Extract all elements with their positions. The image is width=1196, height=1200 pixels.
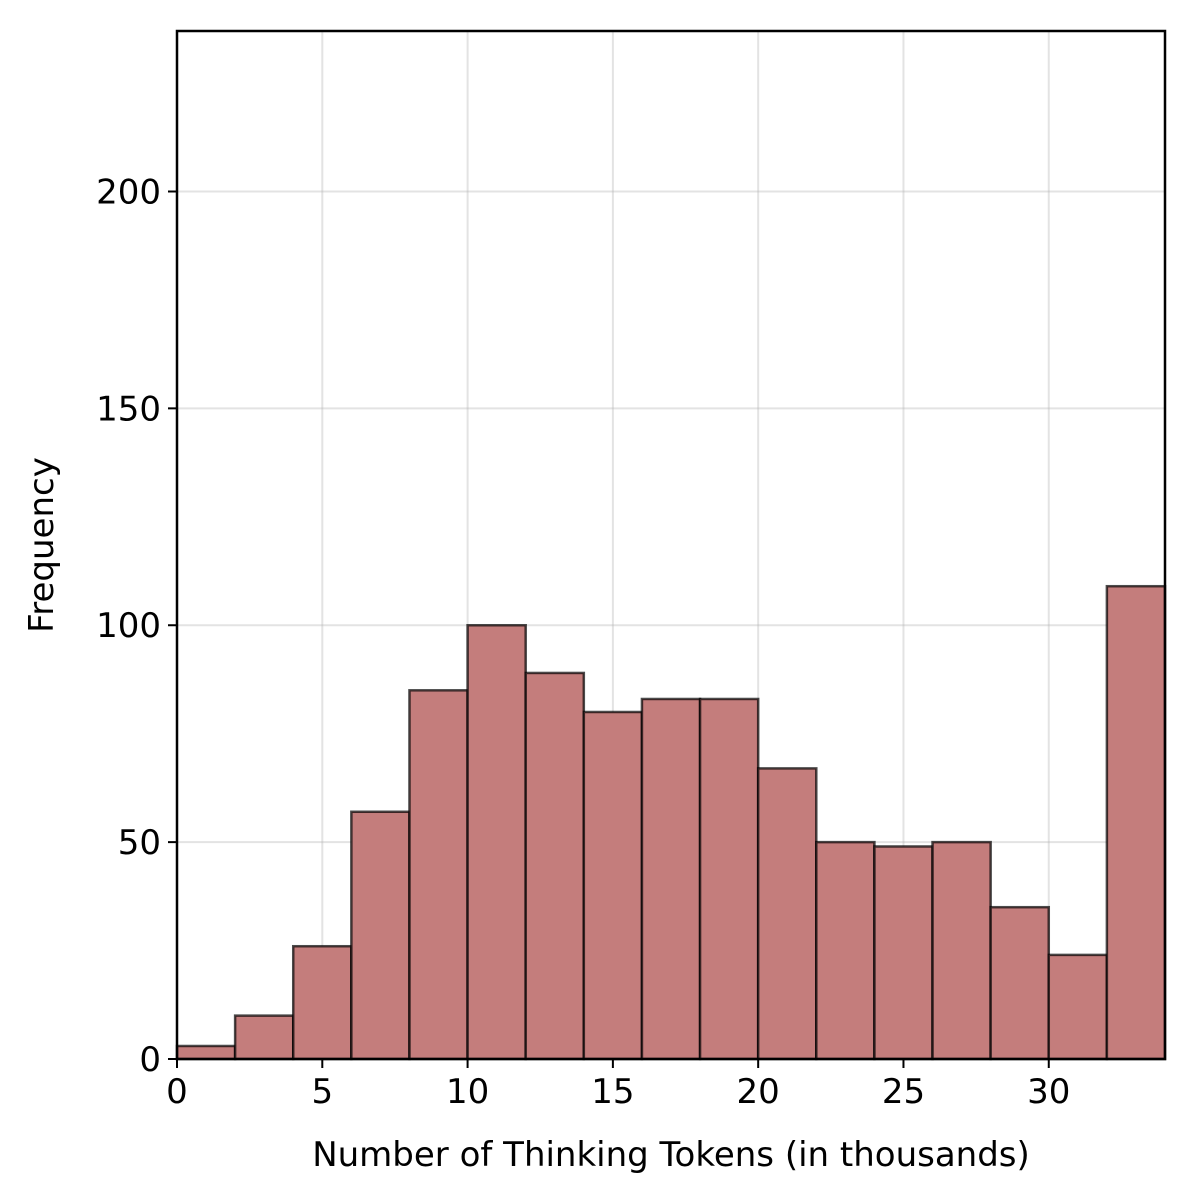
histogram-bars bbox=[175, 584, 1167, 1061]
histogram-bar bbox=[466, 623, 527, 1061]
y-axis-label: Frequency bbox=[22, 457, 62, 633]
histogram-bar bbox=[931, 840, 992, 1061]
histogram-bar bbox=[233, 1014, 295, 1061]
axis-ticks: 0 5 10 15 20 25 30 0 50 100 150 200 bbox=[96, 172, 1070, 1112]
histogram-bar bbox=[408, 689, 469, 1061]
x-tick-label: 25 bbox=[882, 1072, 925, 1112]
x-tick-label: 30 bbox=[1027, 1072, 1070, 1112]
y-tick-label: 150 bbox=[96, 389, 161, 429]
plot-frame bbox=[175, 29, 1167, 1061]
histogram-bar bbox=[291, 944, 353, 1061]
histogram-bar bbox=[698, 697, 760, 1061]
histogram-bar bbox=[175, 1044, 237, 1061]
histogram-bar bbox=[756, 767, 818, 1061]
histogram-bar bbox=[582, 710, 644, 1061]
x-tick-label: 0 bbox=[166, 1072, 188, 1112]
x-tick-label: 15 bbox=[591, 1072, 634, 1112]
histogram-bar bbox=[1105, 584, 1167, 1061]
histogram-bar bbox=[1047, 953, 1109, 1061]
x-tick-label: 5 bbox=[311, 1072, 333, 1112]
histogram-bar bbox=[989, 905, 1051, 1061]
histogram-bar bbox=[815, 840, 876, 1061]
histogram-bar bbox=[640, 697, 702, 1061]
histogram-bar bbox=[873, 845, 934, 1061]
histogram-bar bbox=[350, 810, 411, 1061]
x-tick-label: 10 bbox=[446, 1072, 489, 1112]
x-axis-label: Number of Thinking Tokens (in thousands) bbox=[312, 1135, 1030, 1175]
histogram-bar bbox=[524, 671, 586, 1061]
y-tick-label: 0 bbox=[139, 1040, 161, 1080]
y-tick-label: 50 bbox=[118, 823, 161, 863]
y-tick-label: 100 bbox=[96, 606, 161, 646]
x-tick-label: 20 bbox=[737, 1072, 780, 1112]
y-tick-label: 200 bbox=[96, 172, 161, 212]
